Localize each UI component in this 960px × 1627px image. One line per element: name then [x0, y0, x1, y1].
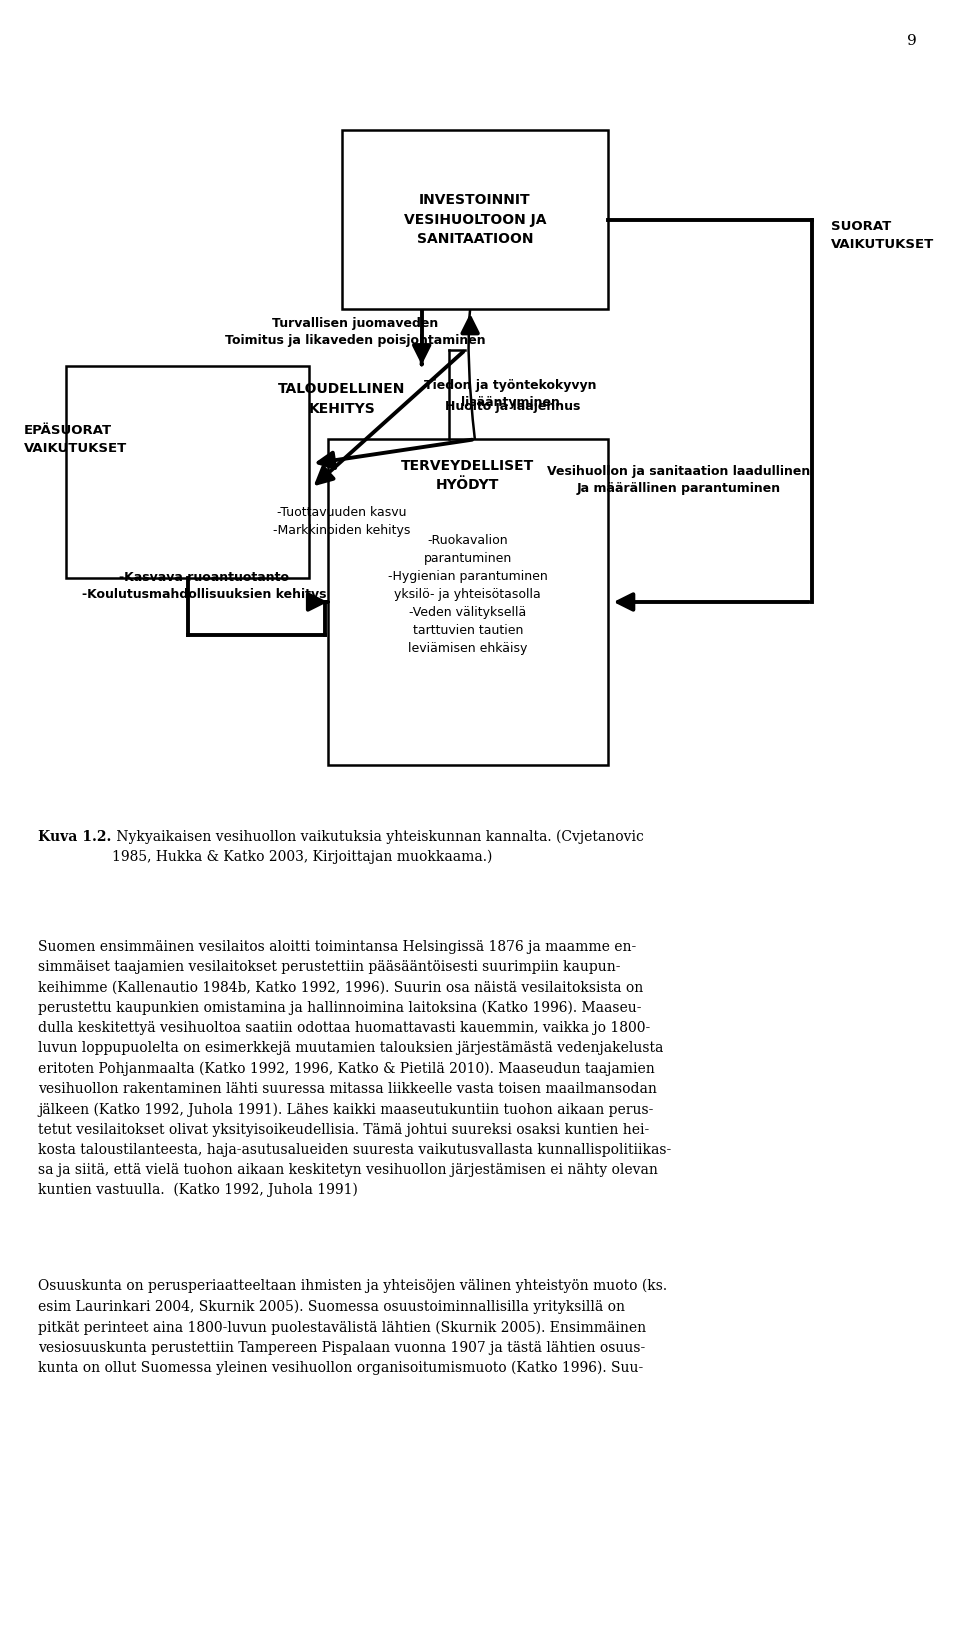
- Text: EPÄSUORAT
VAIKUTUKSET: EPÄSUORAT VAIKUTUKSET: [24, 423, 127, 456]
- Text: Kuva 1.2.: Kuva 1.2.: [38, 830, 111, 844]
- Text: -Ruokavalion
parantuminen
-Hygienian parantuminen
yksilö- ja yhteisötasolla
-Ved: -Ruokavalion parantuminen -Hygienian par…: [388, 534, 547, 654]
- Text: Suomen ensimmäinen vesilaitos aloitti toimintansa Helsingissä 1876 ja maamme en-: Suomen ensimmäinen vesilaitos aloitti to…: [38, 940, 671, 1197]
- Text: Tiedon ja työntekokyvyn
lisääntyminen: Tiedon ja työntekokyvyn lisääntyminen: [424, 379, 597, 408]
- Text: Huolto ja laajennus: Huolto ja laajennus: [445, 400, 581, 413]
- Text: TALOUDELLINEN
KEHITYS: TALOUDELLINEN KEHITYS: [278, 382, 405, 417]
- Text: Vesihuollon ja sanitaation laadullinen
Ja määrällinen parantuminen: Vesihuollon ja sanitaation laadullinen J…: [547, 465, 810, 495]
- Bar: [327, 439, 608, 765]
- Text: INVESTOINNIT
VESIHUOLTOON JA
SANITAATIOON: INVESTOINNIT VESIHUOLTOON JA SANITAATIOO…: [403, 194, 546, 246]
- Text: -Tuottavuuden kasvu
-Markkinoiden kehitys: -Tuottavuuden kasvu -Markkinoiden kehity…: [274, 506, 411, 537]
- Bar: [66, 366, 309, 578]
- Text: TERVEYDELLISET
HYÖDYT: TERVEYDELLISET HYÖDYT: [401, 459, 535, 493]
- Text: Osuuskunta on perusperiaatteeltaan ihmisten ja yhteisöjen välinen yhteistyön muo: Osuuskunta on perusperiaatteeltaan ihmis…: [38, 1279, 667, 1375]
- Text: -Kasvava ruoantuotanto
-Koulutusmahdollisuuksien kehitys: -Kasvava ruoantuotanto -Koulutusmahdolli…: [82, 571, 326, 600]
- Text: Turvallisen juomaveden
Toimitus ja likaveden poisjohtaminen: Turvallisen juomaveden Toimitus ja likav…: [225, 317, 486, 347]
- Bar: [342, 130, 608, 309]
- Text: 9: 9: [907, 34, 917, 49]
- Text: SUORAT
VAIKUTUKSET: SUORAT VAIKUTUKSET: [831, 220, 934, 252]
- Text: Nykyaikaisen vesihuollon vaikutuksia yhteiskunnan kannalta. (Cvjetanovic
1985, H: Nykyaikaisen vesihuollon vaikutuksia yht…: [112, 830, 644, 864]
